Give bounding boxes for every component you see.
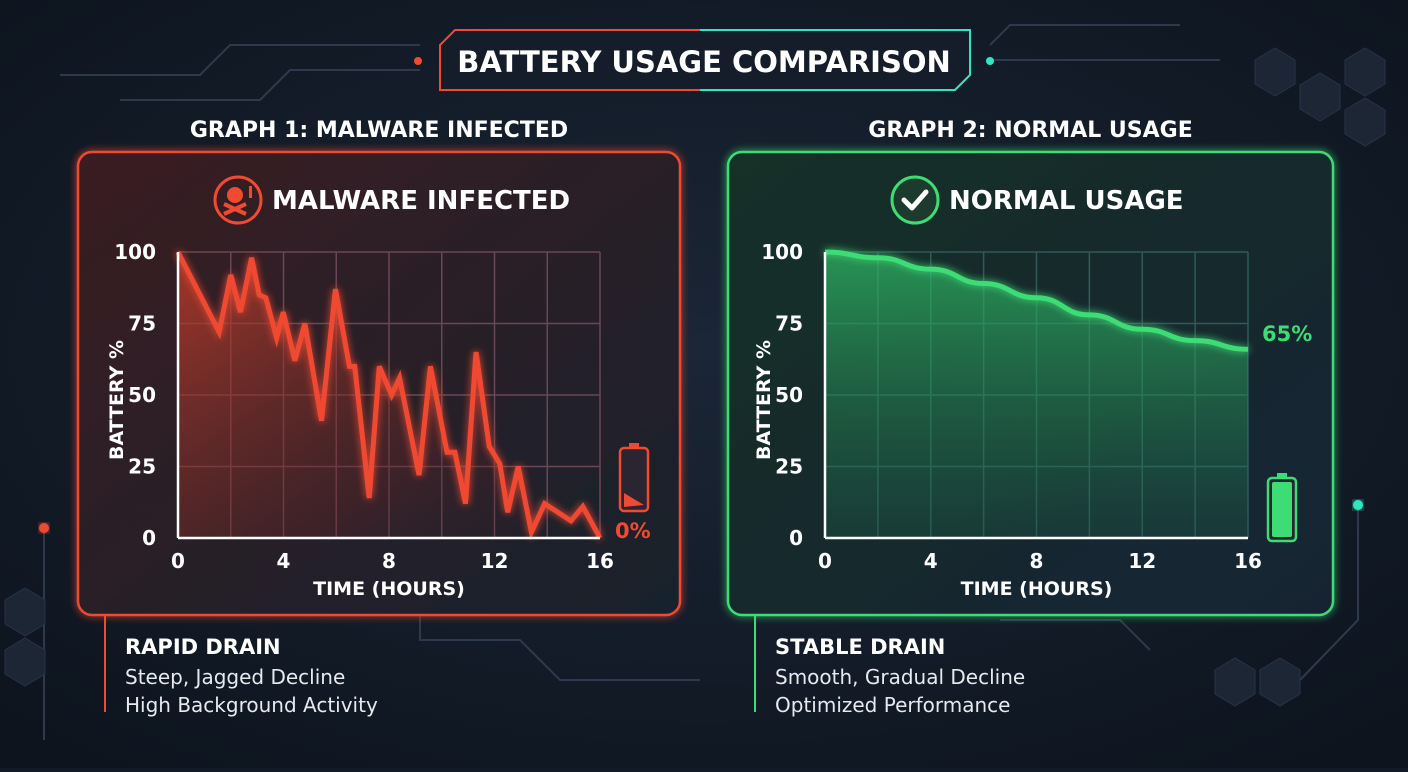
check-circle-icon: [892, 177, 938, 223]
y-tick-label: 25: [775, 455, 803, 479]
y-tick-label: 25: [128, 455, 156, 479]
circuit-node: [414, 57, 422, 65]
y-tick-label: 100: [114, 240, 156, 264]
battery-level-fill: [1272, 482, 1292, 537]
x-tick-label: 0: [171, 549, 185, 573]
icon-ring: [892, 177, 938, 223]
caption-title: STABLE DRAIN: [775, 635, 945, 659]
caption-line: Smooth, Gradual Decline: [775, 665, 1025, 689]
battery-empty-icon: [620, 443, 648, 511]
end-value-label: 65%: [1262, 322, 1312, 346]
caption-title: RAPID DRAIN: [125, 635, 281, 659]
caption-line: Steep, Jagged Decline: [125, 665, 345, 689]
x-tick-label: 12: [481, 549, 509, 573]
skull-shape: [227, 187, 243, 203]
x-tick-label: 8: [382, 549, 396, 573]
y-tick-label: 75: [128, 312, 156, 336]
exclamation-mark: [249, 186, 252, 198]
panel-title: NORMAL USAGE: [949, 186, 1184, 216]
chart-heading: GRAPH 1: MALWARE INFECTED: [190, 118, 568, 143]
chart-heading: GRAPH 2: NORMAL USAGE: [868, 118, 1192, 143]
panel-title: MALWARE INFECTED: [272, 186, 570, 216]
y-axis-label: BATTERY %: [106, 340, 128, 460]
x-tick-label: 16: [586, 549, 614, 573]
circuit-node: [986, 57, 994, 65]
x-tick-label: 12: [1128, 549, 1156, 573]
x-tick-label: 16: [1234, 549, 1262, 573]
x-tick-label: 4: [277, 549, 291, 573]
x-tick-label: 0: [818, 549, 832, 573]
x-axis-label: TIME (HOURS): [961, 578, 1113, 600]
y-tick-label: 75: [775, 312, 803, 336]
caption-line: High Background Activity: [125, 693, 378, 717]
circuit-node: [1353, 500, 1363, 510]
y-tick-label: 0: [142, 526, 156, 550]
end-value-label: 0%: [615, 519, 651, 543]
y-axis-label: BATTERY %: [753, 340, 775, 460]
x-tick-label: 8: [1030, 549, 1044, 573]
y-tick-label: 100: [761, 240, 803, 264]
battery-full-icon: [1268, 473, 1296, 541]
x-axis-label: TIME (HOURS): [313, 578, 465, 600]
page-title: BATTERY USAGE COMPARISON: [457, 45, 951, 79]
circuit-node: [39, 523, 49, 533]
x-tick-label: 4: [924, 549, 938, 573]
y-tick-label: 0: [789, 526, 803, 550]
y-tick-label: 50: [775, 383, 803, 407]
title-banner: BATTERY USAGE COMPARISON: [440, 30, 970, 90]
y-tick-label: 50: [128, 383, 156, 407]
caption-line: Optimized Performance: [775, 693, 1010, 717]
